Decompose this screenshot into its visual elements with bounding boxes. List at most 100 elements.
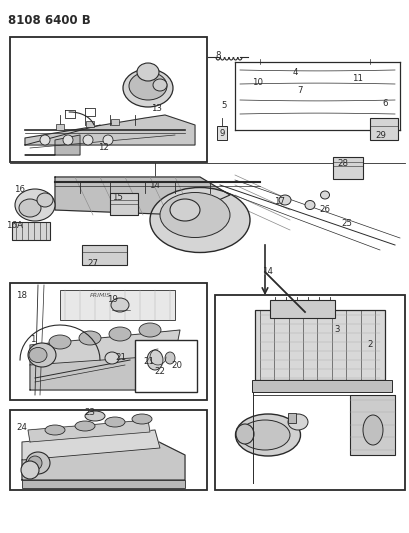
Text: 12: 12 xyxy=(98,142,109,151)
Text: 9: 9 xyxy=(219,128,224,138)
Circle shape xyxy=(40,135,50,145)
Bar xyxy=(135,340,196,392)
Bar xyxy=(332,157,362,179)
Polygon shape xyxy=(22,430,160,460)
Ellipse shape xyxy=(15,189,55,221)
Ellipse shape xyxy=(150,188,249,253)
Bar xyxy=(216,126,227,140)
Circle shape xyxy=(103,135,113,145)
Ellipse shape xyxy=(29,348,47,362)
Ellipse shape xyxy=(37,193,53,207)
Ellipse shape xyxy=(28,343,56,367)
Ellipse shape xyxy=(147,350,163,370)
Ellipse shape xyxy=(129,72,166,100)
Ellipse shape xyxy=(160,192,229,238)
Bar xyxy=(10,37,207,162)
Circle shape xyxy=(83,135,93,145)
Text: 11: 11 xyxy=(352,74,363,83)
Text: 5: 5 xyxy=(221,101,226,109)
Text: 26: 26 xyxy=(319,206,330,214)
Ellipse shape xyxy=(105,417,125,427)
Polygon shape xyxy=(30,340,189,390)
Ellipse shape xyxy=(235,414,300,456)
Polygon shape xyxy=(22,440,184,480)
Circle shape xyxy=(63,135,73,145)
Ellipse shape xyxy=(105,352,119,364)
Text: 3: 3 xyxy=(333,326,339,335)
Polygon shape xyxy=(28,420,150,442)
Text: 8108 6400 B: 8108 6400 B xyxy=(8,14,90,27)
Text: 16: 16 xyxy=(14,185,25,195)
Bar xyxy=(12,222,50,240)
Ellipse shape xyxy=(75,421,95,431)
Bar xyxy=(270,300,334,318)
Ellipse shape xyxy=(45,425,65,435)
Text: 21: 21 xyxy=(143,358,154,367)
Bar xyxy=(254,310,384,380)
Ellipse shape xyxy=(28,456,42,470)
Ellipse shape xyxy=(26,452,50,474)
Polygon shape xyxy=(55,177,229,215)
Bar xyxy=(214,295,404,490)
Text: 24: 24 xyxy=(16,424,27,432)
Text: 25: 25 xyxy=(341,219,352,228)
Text: 2: 2 xyxy=(366,341,372,350)
Ellipse shape xyxy=(19,199,41,217)
Ellipse shape xyxy=(139,323,161,337)
Text: 22: 22 xyxy=(154,367,165,376)
Polygon shape xyxy=(25,115,195,145)
Ellipse shape xyxy=(111,298,129,312)
Ellipse shape xyxy=(79,331,101,345)
Bar xyxy=(111,119,119,125)
Text: 10: 10 xyxy=(252,77,263,86)
Text: 14: 14 xyxy=(149,181,160,190)
Text: 6: 6 xyxy=(381,99,387,108)
Ellipse shape xyxy=(236,424,254,444)
Text: 21: 21 xyxy=(115,353,126,362)
Bar xyxy=(56,124,64,130)
Bar xyxy=(10,410,207,490)
Bar xyxy=(82,245,127,265)
Ellipse shape xyxy=(304,200,314,209)
Bar xyxy=(110,193,138,215)
Text: 18: 18 xyxy=(16,290,27,300)
Ellipse shape xyxy=(362,415,382,445)
Ellipse shape xyxy=(21,461,39,479)
Ellipse shape xyxy=(320,191,329,199)
Ellipse shape xyxy=(287,414,307,430)
Text: 20: 20 xyxy=(171,361,182,370)
Text: 19: 19 xyxy=(106,295,117,303)
Ellipse shape xyxy=(85,411,105,421)
Text: 17: 17 xyxy=(274,198,285,206)
Text: 7: 7 xyxy=(297,85,302,94)
Text: 16A: 16A xyxy=(6,222,22,230)
Bar xyxy=(287,413,295,423)
Polygon shape xyxy=(30,330,180,365)
Text: 23: 23 xyxy=(84,408,95,417)
Text: PRIMIS: PRIMIS xyxy=(90,293,111,298)
Bar xyxy=(349,395,394,455)
Bar xyxy=(60,290,175,320)
Ellipse shape xyxy=(109,327,131,341)
Text: 15: 15 xyxy=(112,193,123,203)
Bar xyxy=(10,283,207,400)
Ellipse shape xyxy=(49,335,71,349)
Bar xyxy=(22,480,184,488)
Ellipse shape xyxy=(239,420,289,450)
Text: 4: 4 xyxy=(292,68,297,77)
Text: 28: 28 xyxy=(337,158,348,167)
Text: 27: 27 xyxy=(87,259,98,268)
Bar xyxy=(252,380,391,392)
Ellipse shape xyxy=(278,195,290,205)
Ellipse shape xyxy=(132,414,152,424)
Bar xyxy=(369,118,397,140)
Bar xyxy=(86,121,94,127)
Text: 29: 29 xyxy=(375,131,386,140)
Text: 14: 14 xyxy=(262,268,273,277)
Ellipse shape xyxy=(170,199,200,221)
Text: 1: 1 xyxy=(30,335,36,344)
Ellipse shape xyxy=(137,63,159,81)
Text: 8: 8 xyxy=(215,51,220,60)
Ellipse shape xyxy=(123,69,173,107)
Ellipse shape xyxy=(164,352,175,364)
